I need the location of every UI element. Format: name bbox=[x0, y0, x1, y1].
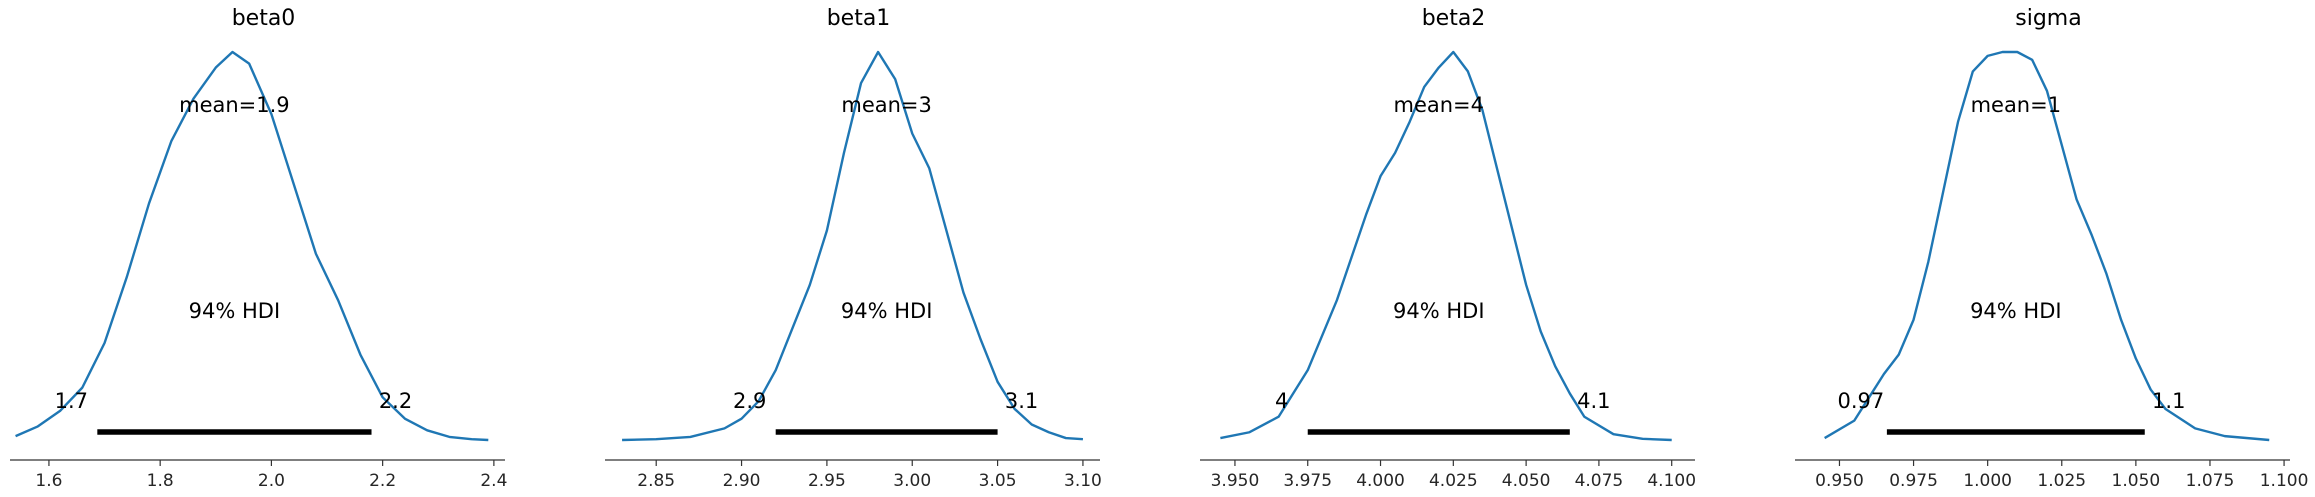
beta1-panel-title: beta1 bbox=[827, 6, 891, 31]
beta2-x-tick-label: 4.100 bbox=[1647, 471, 1696, 491]
beta2-panel-title: beta2 bbox=[1422, 6, 1486, 31]
beta1-x-tick-label: 3.05 bbox=[979, 471, 1017, 491]
beta2-hdi-high-label: 4.1 bbox=[1577, 389, 1610, 413]
beta2-x-tick-label: 3.975 bbox=[1283, 471, 1332, 491]
beta1-x-tick-label: 3.10 bbox=[1064, 471, 1102, 491]
beta0-hdi-high-label: 2.2 bbox=[379, 389, 412, 413]
beta2-x-tick-label: 4.000 bbox=[1356, 471, 1405, 491]
beta1-hdi-high-label: 3.1 bbox=[1005, 389, 1038, 413]
beta1-x-tick-label: 3.00 bbox=[893, 471, 931, 491]
sigma-x-tick-label: 1.075 bbox=[2186, 471, 2235, 491]
sigma-x-tick-label: 1.100 bbox=[2260, 471, 2309, 491]
beta2-x-tick-label: 4.025 bbox=[1429, 471, 1478, 491]
beta2-hdi-label: 94% HDI bbox=[1393, 299, 1485, 323]
beta0-x-tick-label: 1.6 bbox=[35, 471, 62, 491]
beta0-hdi-label: 94% HDI bbox=[189, 299, 281, 323]
sigma-x-tick-label: 0.950 bbox=[1815, 471, 1864, 491]
beta0-x-tick-label: 2.4 bbox=[480, 471, 507, 491]
sigma-x-tick-label: 0.975 bbox=[1889, 471, 1938, 491]
sigma-hdi-high-label: 1.1 bbox=[2152, 389, 2185, 413]
sigma-x-tick-label: 1.050 bbox=[2112, 471, 2161, 491]
beta0-panel-title: beta0 bbox=[232, 6, 296, 31]
beta0-x-tick-label: 1.8 bbox=[147, 471, 174, 491]
beta0-density-line bbox=[15, 50, 489, 442]
sigma-x-tick-label: 1.025 bbox=[2037, 471, 2086, 491]
beta2-x-tick-label: 4.050 bbox=[1502, 471, 1551, 491]
sigma-x-tick-label: 1.000 bbox=[1963, 471, 2012, 491]
beta2-mean-label: mean=4 bbox=[1394, 93, 1485, 117]
sigma-panel-title: sigma bbox=[2015, 6, 2081, 31]
beta2-x-tick-label: 3.950 bbox=[1211, 471, 1260, 491]
beta0-hdi-low-label: 1.7 bbox=[55, 389, 88, 413]
beta1-x-tick-label: 2.95 bbox=[808, 471, 846, 491]
beta0-x-tick-label: 2.0 bbox=[258, 471, 285, 491]
beta2-density-line bbox=[1220, 50, 1672, 442]
sigma-mean-label: mean=1 bbox=[1971, 93, 2062, 117]
beta0-mean-label: mean=1.9 bbox=[179, 93, 290, 117]
sigma-hdi-low-label: 0.97 bbox=[1838, 389, 1885, 413]
beta1-hdi-low-label: 2.9 bbox=[733, 389, 766, 413]
beta2-x-tick-label: 4.075 bbox=[1575, 471, 1624, 491]
beta1-density-line bbox=[622, 50, 1084, 442]
beta1-x-tick-label: 2.90 bbox=[723, 471, 761, 491]
beta2-hdi-low-label: 4 bbox=[1275, 389, 1288, 413]
beta1-mean-label: mean=3 bbox=[841, 93, 932, 117]
beta1-hdi-label: 94% HDI bbox=[841, 299, 933, 323]
beta1-x-tick-label: 2.85 bbox=[637, 471, 675, 491]
sigma-density-line bbox=[1824, 50, 2270, 442]
beta0-x-tick-label: 2.2 bbox=[369, 471, 396, 491]
sigma-hdi-label: 94% HDI bbox=[1970, 299, 2062, 323]
